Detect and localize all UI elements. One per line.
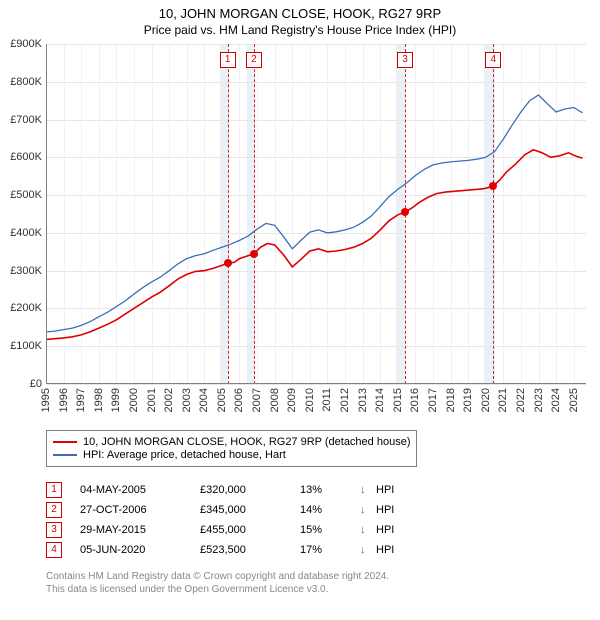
transaction-diff-pct: 17% [300, 544, 360, 556]
footer-attribution: Contains HM Land Registry data © Crown c… [46, 570, 389, 596]
transaction-hpi-label: HPI [376, 524, 394, 536]
down-arrow-icon: ↓ [360, 484, 376, 496]
transaction-diff-pct: 13% [300, 484, 360, 496]
chart-x-tick-label: 2009 [286, 388, 298, 412]
transaction-price: £345,000 [200, 504, 300, 516]
down-arrow-icon: ↓ [360, 504, 376, 516]
chart-x-tick-label: 1997 [75, 388, 87, 412]
transaction-hpi-label: HPI [376, 544, 394, 556]
legend-row: 10, JOHN MORGAN CLOSE, HOOK, RG27 9RP (d… [53, 436, 410, 448]
footer-line2: This data is licensed under the Open Gov… [46, 583, 389, 596]
chart-x-tick-label: 2003 [181, 388, 193, 412]
chart-x-tick-label: 2016 [409, 388, 421, 412]
chart-x-tick-label: 2018 [445, 388, 457, 412]
legend-label: 10, JOHN MORGAN CLOSE, HOOK, RG27 9RP (d… [83, 436, 410, 448]
chart-x-tick-label: 2008 [269, 388, 281, 412]
chart-x-tick-label: 2024 [550, 388, 562, 412]
chart-x-tick-label: 2015 [392, 388, 404, 412]
transaction-price: £523,500 [200, 544, 300, 556]
transaction-row: 1 04-MAY-2005£320,00013%↓HPI [46, 480, 394, 500]
down-arrow-icon: ↓ [360, 544, 376, 556]
chart-x-tick-label: 1996 [58, 388, 70, 412]
chart-y-tick-label: £600K [10, 151, 42, 163]
chart-x-tick-label: 2022 [515, 388, 527, 412]
legend-row: HPI: Average price, detached house, Hart [53, 449, 410, 461]
transaction-date: 27-OCT-2006 [80, 504, 200, 516]
chart-x-tick-label: 2005 [216, 388, 228, 412]
chart-x-tick-label: 2019 [462, 388, 474, 412]
footer-line1: Contains HM Land Registry data © Crown c… [46, 570, 389, 583]
chart-y-tick-label: £800K [10, 76, 42, 88]
page-subtitle: Price paid vs. HM Land Registry's House … [0, 23, 600, 37]
chart-x-tick-label: 2011 [321, 388, 333, 412]
chart-x-tick-label: 2002 [163, 388, 175, 412]
chart-x-tick-label: 2020 [480, 388, 492, 412]
chart-x-tick-label: 2007 [251, 388, 263, 412]
chart-y-tick-label: £100K [10, 340, 42, 352]
chart-x-tick-label: 1998 [93, 388, 105, 412]
transaction-row: 3 29-MAY-2015£455,00015%↓HPI [46, 520, 394, 540]
transaction-price: £455,000 [200, 524, 300, 536]
transaction-date: 29-MAY-2015 [80, 524, 200, 536]
transaction-row: 4 05-JUN-2020£523,50017%↓HPI [46, 540, 394, 560]
chart-x-tick-label: 2004 [198, 388, 210, 412]
chart-x-tick-label: 1995 [40, 388, 52, 412]
chart-y-tick-label: £500K [10, 189, 42, 201]
transaction-hpi-label: HPI [376, 484, 394, 496]
chart-y-tick-label: £200K [10, 302, 42, 314]
legend-swatch [53, 441, 77, 443]
chart-legend: 10, JOHN MORGAN CLOSE, HOOK, RG27 9RP (d… [46, 430, 417, 467]
chart-x-tick-label: 2012 [339, 388, 351, 412]
legend-swatch [53, 454, 77, 456]
transaction-table: 104-MAY-2005£320,00013%↓HPI227-OCT-2006£… [46, 480, 394, 560]
transaction-diff-pct: 14% [300, 504, 360, 516]
transaction-date: 05-JUN-2020 [80, 544, 200, 556]
transaction-hpi-label: HPI [376, 504, 394, 516]
transaction-price: £320,000 [200, 484, 300, 496]
chart-y-tick-label: £900K [10, 38, 42, 50]
down-arrow-icon: ↓ [360, 524, 376, 536]
chart-x-tick-label: 2025 [568, 388, 580, 412]
chart-x-tick-label: 2017 [427, 388, 439, 412]
chart-gridline-y [46, 384, 586, 385]
chart-x-tick-label: 1999 [110, 388, 122, 412]
chart-x-tick-label: 2021 [497, 388, 509, 412]
chart-axes [46, 44, 586, 384]
chart-x-tick-label: 2010 [304, 388, 316, 412]
price-chart: £0£100K£200K£300K£400K£500K£600K£700K£80… [46, 44, 586, 384]
chart-y-tick-label: £300K [10, 265, 42, 277]
transaction-row: 2 27-OCT-2006£345,00014%↓HPI [46, 500, 394, 520]
transaction-diff-pct: 15% [300, 524, 360, 536]
chart-x-tick-label: 2023 [533, 388, 545, 412]
chart-x-tick-label: 2000 [128, 388, 140, 412]
chart-x-tick-label: 2014 [374, 388, 386, 412]
transaction-date: 04-MAY-2005 [80, 484, 200, 496]
page-title: 10, JOHN MORGAN CLOSE, HOOK, RG27 9RP [0, 6, 600, 21]
transaction-index-badge: 3 [46, 522, 62, 538]
chart-y-tick-label: £700K [10, 114, 42, 126]
chart-x-tick-label: 2013 [357, 388, 369, 412]
chart-x-tick-label: 2006 [233, 388, 245, 412]
legend-label: HPI: Average price, detached house, Hart [83, 449, 286, 461]
transaction-index-badge: 1 [46, 482, 62, 498]
chart-y-tick-label: £400K [10, 227, 42, 239]
transaction-index-badge: 2 [46, 502, 62, 518]
transaction-index-badge: 4 [46, 542, 62, 558]
chart-x-tick-label: 2001 [146, 388, 158, 412]
